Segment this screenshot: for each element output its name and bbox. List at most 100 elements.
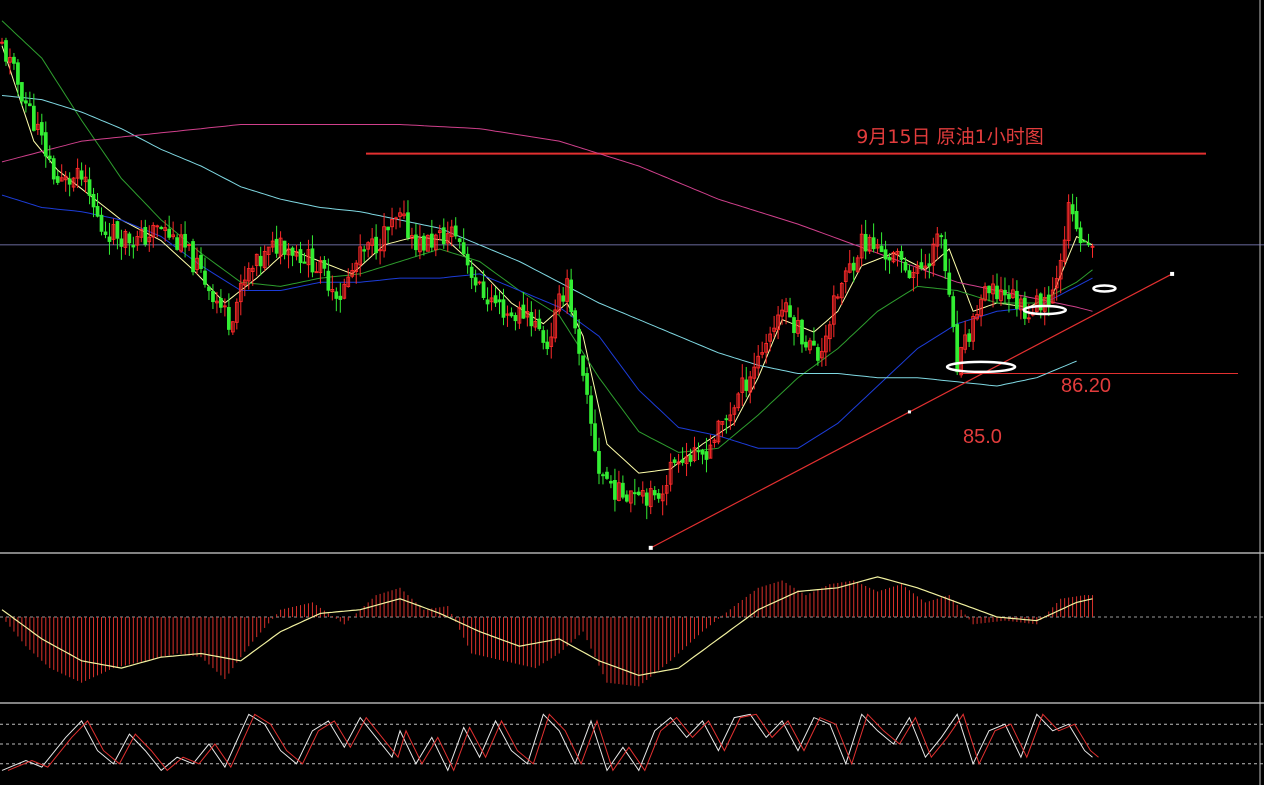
candle-body [680, 459, 685, 463]
candle-body [525, 310, 530, 318]
candle-body [931, 243, 936, 266]
candle-body [660, 493, 665, 502]
candle-body [187, 243, 191, 247]
candle-body [374, 236, 378, 254]
candle-body [505, 313, 510, 316]
trend-anchor [907, 410, 911, 414]
candle-body [246, 268, 251, 282]
candle-body [688, 454, 693, 462]
candle-body [597, 451, 601, 474]
candle-body [617, 482, 621, 501]
candle-body [39, 122, 44, 136]
candle-body [1082, 240, 1087, 243]
candle-body [808, 340, 812, 351]
candle-body [668, 461, 673, 485]
candle-body [306, 249, 311, 266]
candle-body [573, 310, 577, 329]
candle-body [266, 246, 271, 255]
candle-body [553, 309, 558, 339]
candle-body [378, 249, 382, 252]
candle-body [67, 178, 72, 185]
candle-body [700, 449, 705, 455]
candle-body [772, 327, 776, 332]
candle-body [903, 261, 908, 271]
candle-body [441, 227, 446, 245]
candle-body [485, 299, 490, 305]
candle-body [191, 241, 195, 273]
candle-body [1003, 289, 1007, 296]
candle-body [473, 277, 478, 286]
candle-body [768, 333, 772, 342]
candle-body [561, 295, 566, 302]
candle-body [939, 235, 944, 238]
candle-body [330, 289, 335, 293]
candle-body [907, 270, 912, 279]
macd-panel [0, 576, 1264, 704]
candle-body [437, 230, 442, 234]
candle-body [12, 56, 16, 64]
candle-body [453, 225, 458, 237]
candle-body [927, 263, 932, 267]
candle-body [935, 233, 940, 247]
candle-body [465, 253, 470, 266]
candle-body [433, 234, 438, 251]
candle-body [211, 290, 215, 303]
candle-body [171, 234, 175, 238]
candle-body [967, 333, 971, 342]
candle-body [481, 281, 486, 298]
candle-body [987, 285, 991, 294]
candle-body [756, 355, 761, 369]
candle-body [31, 105, 36, 131]
candle-body [692, 447, 697, 461]
candle-body [230, 321, 235, 333]
candle-body [8, 56, 12, 63]
candle-body [676, 461, 681, 465]
candle-body [302, 261, 307, 264]
candle-body [800, 319, 804, 345]
candle-body [625, 494, 629, 502]
candle-body [79, 170, 84, 180]
macd-signal-line [1, 576, 1093, 677]
candle-body [358, 246, 363, 266]
support-marker [945, 360, 1017, 374]
candle-body [784, 302, 788, 313]
candle-body [1011, 289, 1015, 299]
candle-body [796, 319, 800, 334]
candle-body [449, 226, 454, 238]
candle-body [227, 307, 231, 330]
candle-body [123, 230, 128, 248]
trend-line [650, 273, 1173, 549]
candle-body [429, 233, 434, 248]
candle-body [179, 234, 183, 252]
candle-body [863, 234, 868, 252]
stochastic-k-line [1, 713, 1093, 772]
candle-body [350, 270, 355, 277]
candle-body [879, 245, 884, 253]
candle-body [951, 296, 956, 327]
candle-body [1058, 259, 1063, 280]
candle-body [16, 62, 20, 85]
candle-body [270, 240, 275, 248]
candle-body [398, 212, 402, 217]
candle-body [342, 283, 347, 299]
candle-body [541, 330, 546, 343]
candle-body [537, 318, 542, 330]
candle-body [310, 248, 315, 273]
support-marker [1022, 304, 1068, 316]
candle-body [744, 379, 749, 391]
candle-body [207, 286, 211, 292]
candle-body [334, 291, 339, 299]
candle-body [557, 293, 562, 312]
candle-body [835, 296, 840, 299]
candle-body [278, 237, 283, 257]
candle-body [258, 255, 263, 267]
candle-body [1074, 210, 1079, 230]
candle-body [1070, 204, 1075, 215]
candle-body [107, 236, 112, 242]
candle-body [601, 474, 605, 477]
candle-body [1062, 239, 1067, 262]
candle-body [656, 493, 661, 499]
candle-body [406, 212, 410, 238]
candle-body [262, 251, 267, 269]
candle-body [318, 260, 323, 274]
